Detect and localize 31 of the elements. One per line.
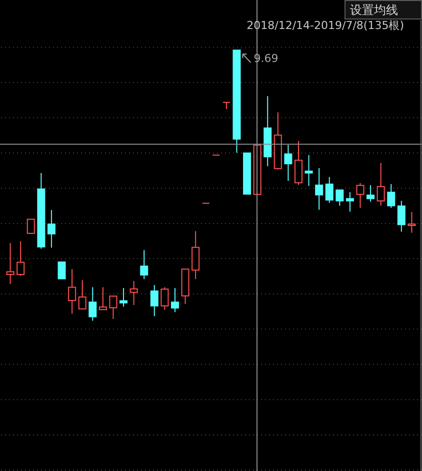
- candlestick: [170, 288, 179, 313]
- candlestick: [325, 176, 334, 204]
- candlestick: [47, 210, 56, 248]
- candlestick: [6, 242, 14, 284]
- candlestick: [192, 230, 200, 280]
- candlestick: [304, 154, 313, 186]
- candlestick: [26, 218, 35, 234]
- candlestick: [315, 168, 324, 210]
- candlestick: [150, 284, 158, 317]
- candlestick: [109, 296, 118, 320]
- candlestick: [88, 286, 97, 322]
- candlestick: [140, 250, 148, 280]
- candlestick: [346, 192, 354, 212]
- candlestick: [160, 286, 169, 310]
- candlestick: [58, 262, 66, 280]
- candlestick: [78, 280, 86, 310]
- candlestick: [294, 140, 302, 186]
- candlestick: [376, 162, 385, 206]
- candlestick: [16, 240, 25, 276]
- candlestick: [366, 184, 375, 202]
- candlestick: [98, 286, 107, 310]
- candlestick: [284, 144, 292, 182]
- candlestick: [387, 184, 396, 208]
- candlestick: [68, 268, 76, 314]
- candlestick: [356, 182, 364, 208]
- text: 设置均线: [350, 3, 398, 17]
- candlestick: [397, 200, 406, 232]
- candlestick: [130, 280, 138, 306]
- candlestick: [336, 190, 344, 206]
- candlestick: [408, 211, 416, 234]
- candlestick: [120, 288, 128, 308]
